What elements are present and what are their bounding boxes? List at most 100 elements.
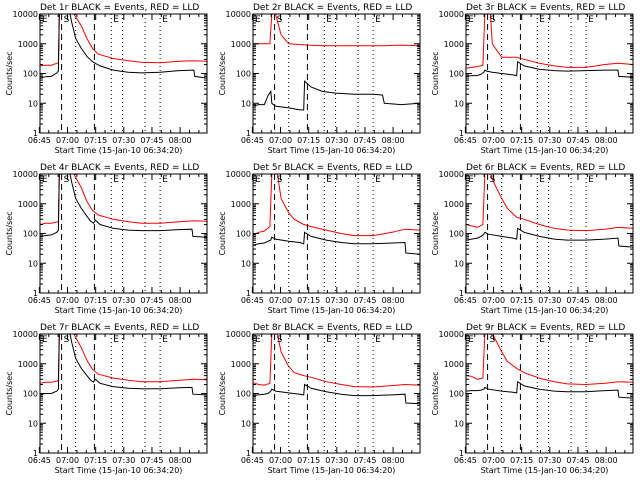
x-tick-label: 07:00 bbox=[269, 456, 292, 465]
events-series-line bbox=[40, 334, 207, 396]
panel-title: Det 4r BLACK = Events, RED = LLD bbox=[40, 163, 199, 173]
y-tick-label: 1 bbox=[33, 449, 38, 458]
x-tick-label: 07:45 bbox=[566, 136, 589, 145]
x-tick-label: 07:15 bbox=[510, 136, 533, 145]
x-tick-label: 07:00 bbox=[482, 296, 505, 305]
x-axis-title: Start Time (15-Jan-10 06:34:20) bbox=[481, 466, 609, 475]
x-tick-label: 07:45 bbox=[566, 296, 589, 305]
x-tick-label: 07:15 bbox=[510, 456, 533, 465]
x-tick-label: 07:30 bbox=[325, 456, 348, 465]
x-tick-label: 08:00 bbox=[169, 136, 192, 145]
x-tick-label: 08:00 bbox=[382, 456, 405, 465]
x-tick-label: 07:45 bbox=[353, 136, 376, 145]
x-tick-label: 07:00 bbox=[482, 136, 505, 145]
panel-title: Det 5r BLACK = Events, RED = LLD bbox=[253, 163, 412, 173]
x-tick-label: 07:15 bbox=[510, 296, 533, 305]
x-tick-label: 07:45 bbox=[140, 456, 163, 465]
panel-det-6: Det 6r BLACK = Events, RED = LLD S E E E 1 10 1… bbox=[431, 163, 634, 315]
x-tick-label: 07:30 bbox=[112, 296, 135, 305]
x-axis-title: Start Time (15-Jan-10 06:34:20) bbox=[481, 306, 609, 315]
y-tick-label: 10000 bbox=[13, 10, 38, 19]
y-tick-label: 1 bbox=[246, 449, 251, 458]
y-tick-label: 10000 bbox=[13, 330, 38, 339]
x-tick-label: 07:15 bbox=[297, 296, 320, 305]
y-tick-label: 1000 bbox=[444, 360, 464, 369]
marker-label: E bbox=[42, 15, 48, 25]
y-tick-label: 1 bbox=[459, 289, 464, 298]
y-tick-label: 1 bbox=[246, 289, 251, 298]
panel-det-7: Det 7r BLACK = Events, RED = LLD S E E E 1 10 1… bbox=[5, 323, 208, 475]
y-tick-label: 100 bbox=[236, 390, 251, 399]
x-tick-label: 07:15 bbox=[297, 456, 320, 465]
x-tick-label: 06:45 bbox=[454, 296, 477, 305]
marker-label: E bbox=[588, 15, 594, 25]
x-tick-label: 07:30 bbox=[325, 296, 348, 305]
events-series-line bbox=[40, 14, 207, 79]
y-tick-label: 10 bbox=[241, 259, 251, 268]
y-tick-label: 10000 bbox=[439, 170, 464, 179]
x-tick-label: 07:00 bbox=[482, 456, 505, 465]
x-tick-label: 07:00 bbox=[269, 136, 292, 145]
x-tick-label: 08:00 bbox=[595, 456, 618, 465]
panel-title: Det 9r BLACK = Events, RED = LLD bbox=[466, 323, 625, 333]
events-series-line bbox=[253, 80, 420, 111]
x-tick-label: 06:45 bbox=[241, 296, 264, 305]
x-tick-label: 07:30 bbox=[112, 456, 135, 465]
x-tick-label: 07:00 bbox=[56, 296, 79, 305]
y-tick-label: 100 bbox=[236, 70, 251, 79]
y-tick-label: 10 bbox=[454, 419, 464, 428]
marker-label: E bbox=[255, 335, 261, 345]
marker-label: S bbox=[64, 175, 70, 185]
panel-title: Det 1r BLACK = Events, RED = LLD bbox=[40, 3, 199, 13]
marker-label: E bbox=[326, 175, 332, 185]
marker-label: S bbox=[277, 15, 283, 25]
y-tick-label: 10000 bbox=[226, 10, 251, 19]
y-axis-title: Counts/sec bbox=[5, 211, 14, 255]
lld-series-line bbox=[466, 334, 633, 386]
plot-frame bbox=[252, 13, 421, 134]
x-tick-label: 07:15 bbox=[84, 136, 107, 145]
y-axis-title: Counts/sec bbox=[5, 371, 14, 415]
lld-series-line bbox=[253, 334, 420, 388]
y-axis-title: Counts/sec bbox=[218, 371, 227, 415]
x-axis-title: Start Time (15-Jan-10 06:34:20) bbox=[55, 466, 183, 475]
x-tick-label: 06:45 bbox=[454, 456, 477, 465]
marker-label: S bbox=[490, 175, 496, 185]
y-tick-label: 1000 bbox=[231, 200, 251, 209]
events-series-line bbox=[253, 231, 420, 255]
marker-label: S bbox=[277, 335, 283, 345]
y-tick-label: 100 bbox=[449, 230, 464, 239]
marker-label: E bbox=[588, 335, 594, 345]
y-tick-label: 100 bbox=[23, 70, 38, 79]
panel-det-1: Det 1r BLACK = Events, RED = LLD S E E E 1 10 1… bbox=[5, 3, 208, 155]
panel-det-5: Det 5r BLACK = Events, RED = LLD S E E E 1 10 1… bbox=[218, 163, 421, 315]
y-tick-label: 10 bbox=[454, 99, 464, 108]
marker-label: E bbox=[162, 175, 168, 185]
x-axis-title: Start Time (15-Jan-10 06:34:20) bbox=[481, 146, 609, 155]
y-tick-label: 100 bbox=[449, 390, 464, 399]
y-tick-label: 10000 bbox=[13, 170, 38, 179]
y-tick-label: 10 bbox=[28, 419, 38, 428]
y-tick-label: 10000 bbox=[439, 10, 464, 19]
y-tick-label: 10000 bbox=[439, 330, 464, 339]
marker-label: E bbox=[468, 15, 474, 25]
x-tick-label: 08:00 bbox=[595, 296, 618, 305]
y-axis-title: Counts/sec bbox=[218, 211, 227, 255]
marker-label: E bbox=[326, 15, 332, 25]
marker-label: E bbox=[588, 175, 594, 185]
x-axis-title: Start Time (15-Jan-10 06:34:20) bbox=[55, 306, 183, 315]
marker-label: E bbox=[113, 335, 119, 345]
panel-det-9: Det 9r BLACK = Events, RED = LLD S E E E 1 10 1… bbox=[431, 323, 634, 475]
y-tick-label: 10 bbox=[28, 259, 38, 268]
x-tick-label: 07:45 bbox=[140, 136, 163, 145]
marker-label: E bbox=[42, 175, 48, 185]
panel-title: Det 8r BLACK = Events, RED = LLD bbox=[253, 323, 412, 333]
x-tick-label: 07:30 bbox=[112, 136, 135, 145]
panel-det-3: Det 3r BLACK = Events, RED = LLD S E E E 1 10 1… bbox=[431, 3, 634, 155]
y-axis-title: Counts/sec bbox=[431, 371, 440, 415]
marker-label: S bbox=[64, 15, 70, 25]
marker-label: E bbox=[375, 175, 381, 185]
y-tick-label: 100 bbox=[23, 390, 38, 399]
plot-frame bbox=[465, 173, 634, 294]
